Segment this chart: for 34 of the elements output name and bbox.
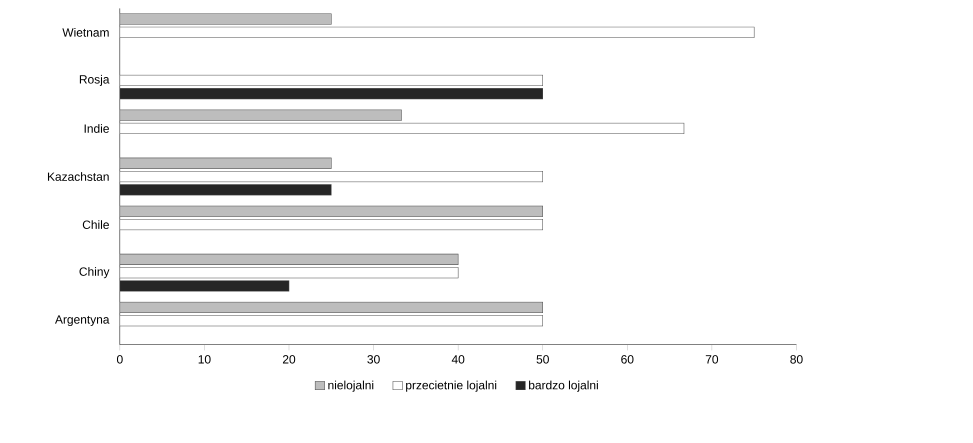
bar [120, 315, 543, 326]
bar [120, 280, 290, 292]
x-tick-label: 20 [282, 355, 296, 364]
bar [120, 254, 458, 265]
bar [120, 122, 684, 134]
x-tick-label: 50 [536, 355, 549, 364]
y-tick-label: Indie [84, 124, 109, 133]
legend-label: przecietnie lojalni [406, 380, 496, 392]
x-tick-label: 30 [367, 355, 380, 364]
x-tick-label: 70 [706, 355, 718, 364]
x-tick-label: 10 [198, 355, 211, 364]
legend-label: bardzo lojalni [529, 380, 598, 392]
bar [120, 219, 543, 230]
bar [120, 170, 543, 182]
y-tick-label: Kazachstan [48, 172, 109, 181]
y-tick-label: Rosja [80, 74, 110, 86]
x-tick-label: 80 [790, 355, 803, 364]
bar [120, 110, 402, 121]
x-tick-label: 60 [621, 355, 634, 364]
bar [120, 184, 332, 196]
y-tick-label: Argentyna [54, 315, 110, 326]
legend-label: nielojalni [328, 380, 374, 392]
bar [120, 74, 543, 86]
y-tick-label: Chile [82, 220, 109, 229]
bar [120, 26, 754, 38]
y-tick-label: Chiny [80, 267, 110, 278]
bar [120, 206, 543, 217]
bar [120, 302, 543, 313]
bar [120, 88, 543, 100]
x-tick-label: 0 [116, 355, 123, 364]
x-tick-label: 40 [452, 355, 464, 364]
bar [120, 267, 458, 278]
y-tick-label: Wietnam [62, 28, 109, 37]
bar [120, 13, 332, 25]
